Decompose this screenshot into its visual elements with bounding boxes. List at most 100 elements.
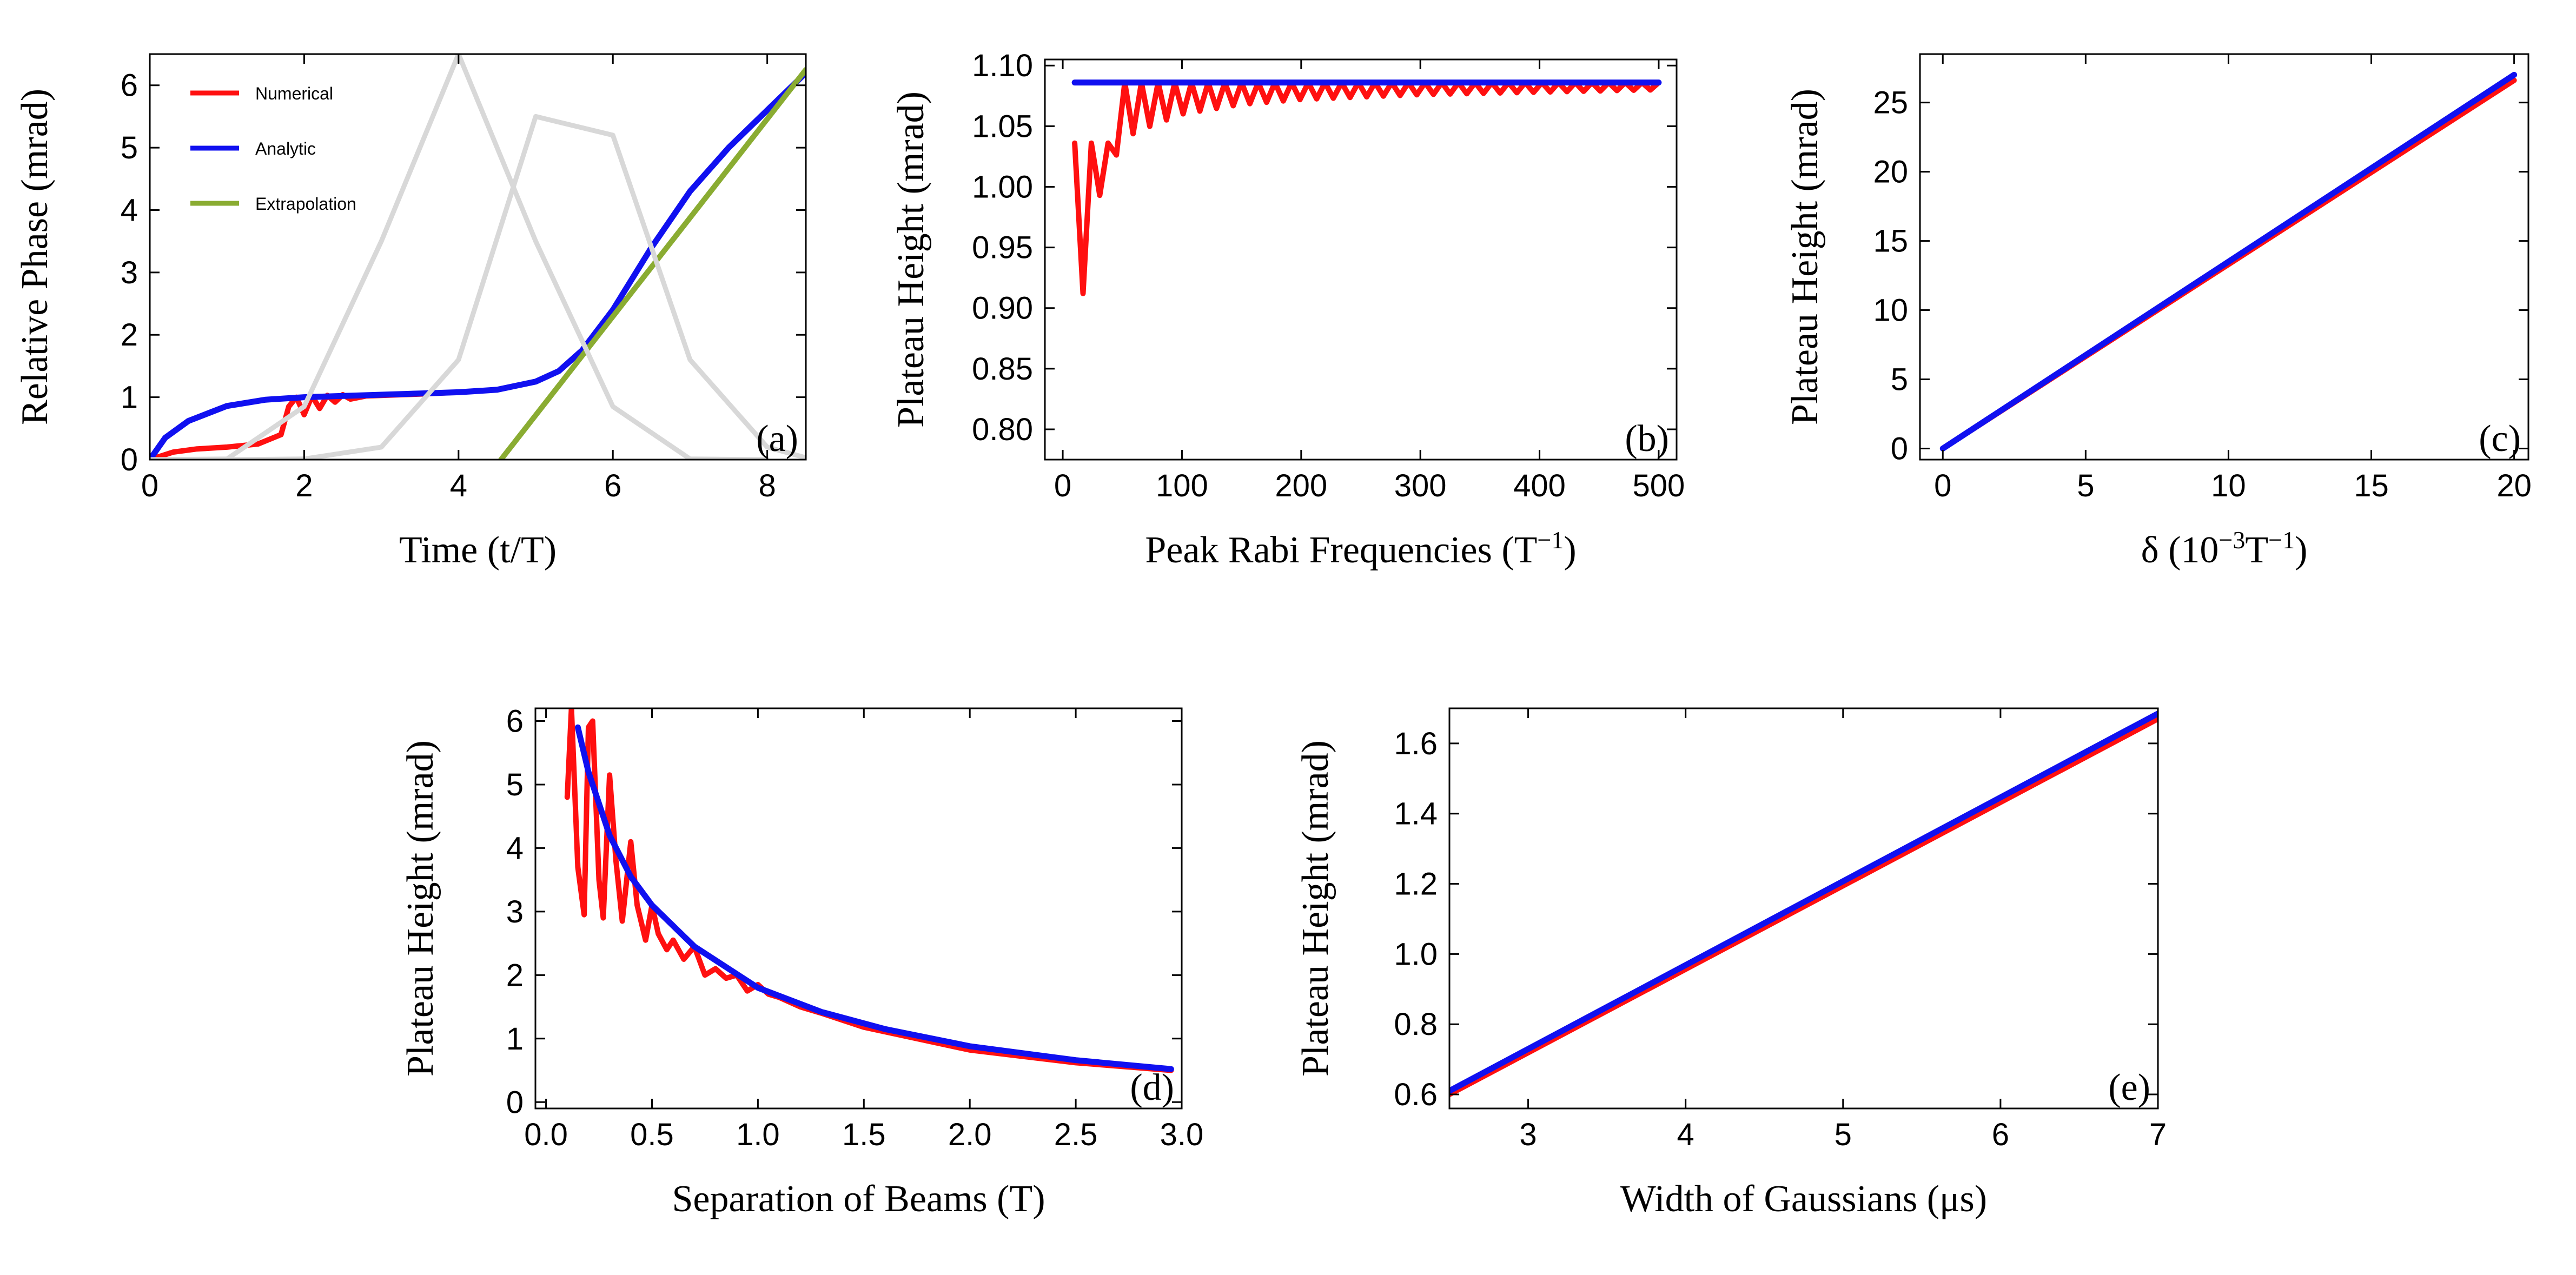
chart-panel-c: 0 5 10 15 20 0 5 10 15 20 25 δ (10−3​T−1​) Plateau H… — [1784, 53, 2532, 571]
x-tick-label: 10 — [2211, 468, 2246, 503]
y-axis-label: Plateau Height (mrad) — [890, 91, 932, 428]
x-tick-label: 0 — [1054, 468, 1071, 503]
y-tick-label: 0 — [121, 442, 138, 477]
x-axis-label: Peak Rabi Frequencies (T−1​) — [1145, 526, 1576, 571]
x-tick-label: 5 — [1835, 1117, 1852, 1152]
plot-frame — [1919, 53, 2529, 461]
y-axis-label: Plateau Height (mrad) — [400, 740, 441, 1077]
plot-frame — [1044, 58, 1678, 461]
x-tick-label: 4 — [1677, 1117, 1694, 1152]
y-tick-label: 2 — [506, 958, 524, 993]
series-line-analytic — [150, 70, 806, 460]
x-tick-label: 15 — [2354, 468, 2389, 503]
series-line-numerical — [1072, 79, 1661, 296]
y-tick-label: 1 — [506, 1021, 524, 1057]
panel-label: (e) — [2108, 1067, 2150, 1108]
y-tick-label: 0.90 — [972, 291, 1033, 326]
y-tick-label: 1.4 — [1394, 796, 1438, 832]
x-tick-label: 2.0 — [948, 1117, 992, 1152]
y-axis-label: Plateau Height (mrad) — [1784, 89, 1826, 425]
x-tick-label: 0.5 — [630, 1117, 674, 1152]
y-tick-label: 1.2 — [1394, 867, 1438, 902]
series-line-analytic — [574, 724, 1174, 1072]
plot-area — [1449, 710, 2158, 1097]
x-tick-label: 6 — [1992, 1117, 2009, 1152]
series-line-analytic — [1939, 71, 2518, 451]
plot-frame — [1448, 707, 2159, 1110]
x-tick-label: 3 — [1519, 1117, 1537, 1152]
x-tick-label: 7 — [2149, 1117, 2167, 1152]
y-tick-label: 3 — [121, 255, 138, 290]
x-tick-label: 3.0 — [1160, 1117, 1204, 1152]
plot-frame — [534, 707, 1183, 1110]
series-line-analytic — [1449, 710, 2158, 1094]
panel-label: (b) — [1625, 418, 1669, 460]
series-line-extrapolation — [498, 67, 806, 460]
y-tick-label: 4 — [121, 192, 138, 228]
y-tick-label: 1.10 — [972, 48, 1033, 83]
legend-entry: Extrapolation — [255, 194, 356, 214]
x-tick-label: 500 — [1633, 468, 1685, 503]
x-tick-label: 400 — [1513, 468, 1566, 503]
y-tick-label: 0.85 — [972, 351, 1033, 387]
y-tick-label: 1.0 — [1394, 937, 1438, 972]
plot-area — [1071, 79, 1662, 296]
legend: Numerical Analytic Extrapolation — [190, 84, 356, 214]
x-tick-label: 1.0 — [736, 1117, 780, 1152]
y-tick-label: 1 — [121, 380, 138, 415]
y-tick-label: 10 — [1873, 293, 1908, 328]
x-tick-label: 1.5 — [842, 1117, 886, 1152]
y-tick-label: 5 — [1891, 362, 1908, 397]
y-axis-label: Plateau Height (mrad) — [1295, 740, 1336, 1077]
y-tick-label: 4 — [506, 831, 524, 866]
y-tick-label: 15 — [1873, 224, 1908, 259]
y-tick-label: 0.95 — [972, 230, 1033, 265]
y-tick-label: 3 — [506, 894, 524, 929]
series-line-numerical — [564, 708, 1174, 1073]
series-line-numerical — [1449, 716, 2158, 1097]
panel-label: (a) — [756, 418, 798, 460]
chart-panel-b: 0 100 200 300 400 500 0.80 0.85 0.90 0.95 1.00 1.05… — [890, 48, 1685, 571]
y-tick-label: 0.6 — [1394, 1077, 1438, 1112]
panel-label: (c) — [2479, 418, 2521, 460]
y-tick-label: 20 — [1873, 155, 1908, 190]
y-tick-label: 0 — [506, 1085, 524, 1120]
panel-label: (d) — [1130, 1067, 1174, 1108]
legend-entry: Numerical — [255, 84, 333, 103]
x-tick-label: 2 — [295, 468, 313, 503]
x-tick-label: 0 — [1934, 468, 1951, 503]
series-line-pulse-envelope-3 — [150, 54, 770, 460]
x-axis-label: Separation of Beams (T) — [672, 1178, 1045, 1220]
y-tick-label: 5 — [121, 130, 138, 165]
x-axis-label: Width of Gaussians (μs) — [1620, 1178, 1987, 1220]
x-tick-label: 8 — [759, 468, 776, 503]
y-tick-label: 2 — [121, 317, 138, 353]
y-tick-label: 1.05 — [972, 109, 1033, 144]
y-tick-label: 25 — [1873, 85, 1908, 121]
plot-area — [150, 54, 806, 460]
y-tick-label: 6 — [121, 68, 138, 103]
x-tick-label: 20 — [2496, 468, 2532, 503]
x-tick-label: 0 — [141, 468, 158, 503]
x-tick-label: 0.0 — [524, 1117, 568, 1152]
y-tick-label: 6 — [506, 703, 524, 739]
chart-panel-e: 3 4 5 6 7 0.6 0.8 1.0 1.2 1.4 1.6 Width of Gaussian… — [1295, 707, 2167, 1220]
y-tick-label: 1.6 — [1394, 726, 1438, 761]
x-tick-label: 4 — [450, 468, 467, 503]
x-axis-label: δ (10−3​T−1​) — [2141, 526, 2308, 571]
y-tick-label: 0 — [1891, 431, 1908, 467]
x-tick-label: 300 — [1394, 468, 1447, 503]
plot-frame — [149, 53, 807, 461]
x-tick-label: 100 — [1156, 468, 1208, 503]
plot-area — [564, 708, 1174, 1073]
plot-area — [1939, 71, 2518, 451]
x-tick-label: 2.5 — [1054, 1117, 1098, 1152]
x-tick-label: 5 — [2077, 468, 2094, 503]
legend-entry: Analytic — [255, 139, 316, 158]
x-tick-label: 6 — [604, 468, 621, 503]
y-tick-label: 5 — [506, 767, 524, 802]
y-axis-label: Relative Phase (mrad) — [14, 89, 56, 425]
x-axis-label: Time (t/T) — [399, 529, 557, 571]
y-tick-label: 1.00 — [972, 169, 1033, 204]
